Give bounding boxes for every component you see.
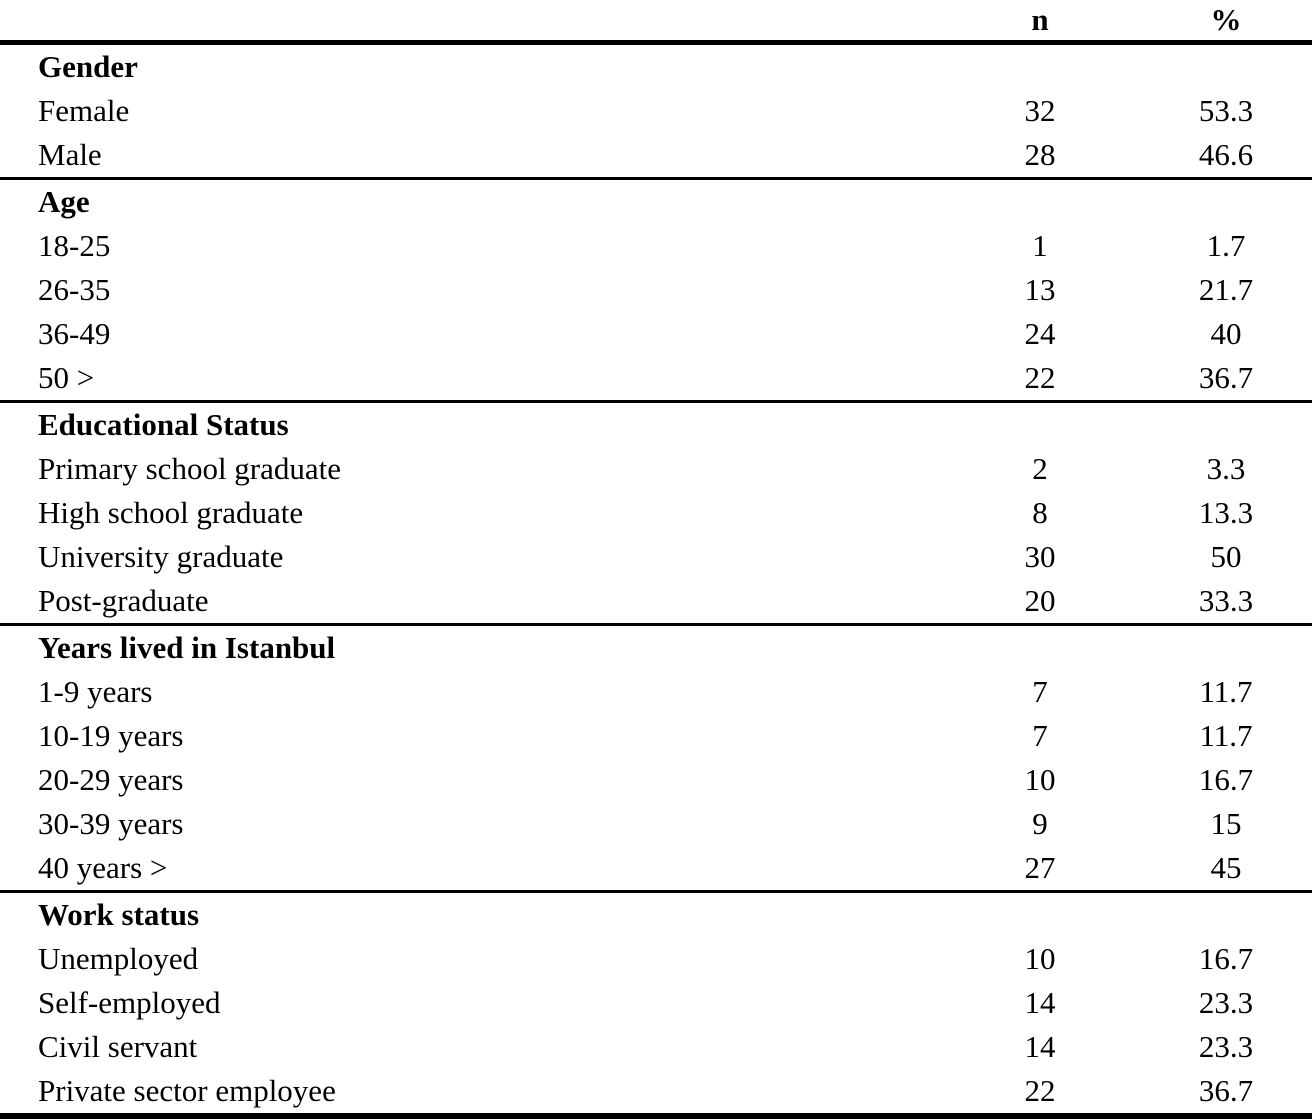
cell-n: 2 xyxy=(1032,451,1048,486)
section-title: Age xyxy=(38,184,90,219)
cell-n: 20 xyxy=(1024,583,1056,618)
cell-n: 10 xyxy=(1024,941,1056,976)
table-row: 1-9 years 7 11.7 xyxy=(0,670,1312,714)
section-title-row: Years lived in Istanbul xyxy=(0,624,1312,671)
section-title-row: Work status xyxy=(0,891,1312,938)
table-row: 36-49 24 40 xyxy=(0,312,1312,356)
table-row: 10-19 years 7 11.7 xyxy=(0,714,1312,758)
row-label: 26-35 xyxy=(38,272,111,307)
header-n: n xyxy=(1031,2,1049,37)
table-body: Gender Female 32 53.3 Male 28 46.6 Age 18-25 1 1.7… xyxy=(0,43,1312,1117)
cell-n: 14 xyxy=(1024,985,1056,1020)
cell-n: 7 xyxy=(1032,674,1048,709)
row-label: 30-39 years xyxy=(38,806,184,841)
cell-n: 13 xyxy=(1024,272,1056,307)
cell-pct: 21.7 xyxy=(1198,272,1254,307)
cell-n: 22 xyxy=(1024,1073,1056,1108)
row-label: 10-19 years xyxy=(38,718,184,753)
table-row: 30-39 years 9 15 xyxy=(0,802,1312,846)
row-label: Primary school graduate xyxy=(38,451,342,486)
table-row: 26-35 13 21.7 xyxy=(0,268,1312,312)
header-row: n % xyxy=(0,0,1312,43)
row-label: 40 years > xyxy=(38,850,168,885)
row-label: 1-9 years xyxy=(38,674,153,709)
cell-n: 7 xyxy=(1032,718,1048,753)
table-row: Self-employed 14 23.3 xyxy=(0,981,1312,1025)
cell-pct: 45 xyxy=(1210,850,1242,885)
cell-n: 22 xyxy=(1024,360,1056,395)
cell-n: 8 xyxy=(1032,495,1048,530)
section-title-row: Gender xyxy=(0,43,1312,90)
header-label-empty xyxy=(0,0,940,43)
cell-pct: 53.3 xyxy=(1198,93,1254,128)
table-row: 50 > 22 36.7 xyxy=(0,356,1312,402)
cell-pct: 16.7 xyxy=(1198,762,1254,797)
table-row: Female 32 53.3 xyxy=(0,89,1312,133)
cell-n: 10 xyxy=(1024,762,1056,797)
cell-pct: 46.6 xyxy=(1198,137,1254,172)
row-label: Unemployed xyxy=(38,941,199,976)
section-title: Gender xyxy=(38,49,138,84)
row-label: 20-29 years xyxy=(38,762,184,797)
cell-pct: 36.7 xyxy=(1198,360,1254,395)
cell-n: 14 xyxy=(1024,1029,1056,1064)
row-label: Private sector employee xyxy=(38,1073,336,1108)
cell-pct: 40 xyxy=(1210,316,1242,351)
row-label: 36-49 xyxy=(38,316,111,351)
row-label: High school graduate xyxy=(38,495,304,530)
cell-n: 28 xyxy=(1024,137,1056,172)
cell-pct: 13.3 xyxy=(1198,495,1254,530)
cell-pct: 3.3 xyxy=(1206,451,1246,486)
cell-n: 1 xyxy=(1032,228,1048,263)
cell-n: 27 xyxy=(1024,850,1056,885)
table-row: Unemployed 10 16.7 xyxy=(0,937,1312,981)
section-title-row: Age xyxy=(0,178,1312,225)
cell-pct: 16.7 xyxy=(1198,941,1254,976)
header-pct: % xyxy=(1210,2,1242,37)
cell-pct: 11.7 xyxy=(1199,674,1253,709)
cell-pct: 1.7 xyxy=(1206,228,1246,263)
cell-pct: 15 xyxy=(1210,806,1242,841)
table-row: Private sector employee 22 36.7 xyxy=(0,1069,1312,1116)
row-label: Male xyxy=(38,137,102,172)
table-row: 40 years > 27 45 xyxy=(0,846,1312,892)
row-label: 50 > xyxy=(38,360,95,395)
row-label: University graduate xyxy=(38,539,284,574)
table-row: Civil servant 14 23.3 xyxy=(0,1025,1312,1069)
table-row: Primary school graduate 2 3.3 xyxy=(0,447,1312,491)
table-row: Male 28 46.6 xyxy=(0,133,1312,179)
row-label: 18-25 xyxy=(38,228,111,263)
row-label: Civil servant xyxy=(38,1029,198,1064)
cell-n: 9 xyxy=(1032,806,1048,841)
cell-pct: 36.7 xyxy=(1198,1073,1254,1108)
cell-n: 32 xyxy=(1024,93,1056,128)
section-title: Years lived in Istanbul xyxy=(38,630,336,665)
section-title: Work status xyxy=(38,897,200,932)
table-header: n % xyxy=(0,0,1312,43)
cell-n: 24 xyxy=(1024,316,1056,351)
cell-n: 30 xyxy=(1024,539,1056,574)
cell-pct: 23.3 xyxy=(1198,985,1254,1020)
table-row: High school graduate 8 13.3 xyxy=(0,491,1312,535)
row-label: Post-graduate xyxy=(38,583,209,618)
section-title-row: Educational Status xyxy=(0,401,1312,448)
cell-pct: 50 xyxy=(1210,539,1242,574)
section-title: Educational Status xyxy=(38,407,289,442)
table-row: Post-graduate 20 33.3 xyxy=(0,579,1312,625)
row-label: Self-employed xyxy=(38,985,221,1020)
table-row: University graduate 30 50 xyxy=(0,535,1312,579)
row-label: Female xyxy=(38,93,130,128)
table-row: 18-25 1 1.7 xyxy=(0,224,1312,268)
cell-pct: 11.7 xyxy=(1199,718,1253,753)
cell-pct: 33.3 xyxy=(1198,583,1254,618)
table-row: 20-29 years 10 16.7 xyxy=(0,758,1312,802)
cell-pct: 23.3 xyxy=(1198,1029,1254,1064)
